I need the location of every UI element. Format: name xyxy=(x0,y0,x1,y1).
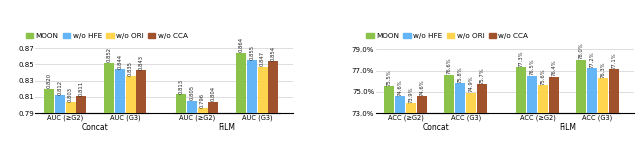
Bar xyxy=(268,61,278,113)
Text: Concat: Concat xyxy=(82,123,109,132)
Bar xyxy=(104,63,114,113)
Text: 76.6%: 76.6% xyxy=(447,58,452,74)
Bar xyxy=(55,95,65,113)
Text: 77.3%: 77.3% xyxy=(519,50,524,67)
Text: 0.864: 0.864 xyxy=(239,37,243,52)
Text: 75.6%: 75.6% xyxy=(541,68,545,85)
Text: 0.835: 0.835 xyxy=(128,61,133,76)
Text: 0.811: 0.811 xyxy=(79,80,84,96)
Bar xyxy=(236,53,246,113)
Text: 76.3%: 76.3% xyxy=(600,61,605,78)
Bar xyxy=(198,108,207,113)
Text: 0.854: 0.854 xyxy=(271,46,276,61)
Text: 77.1%: 77.1% xyxy=(611,52,616,69)
Bar xyxy=(396,96,405,113)
Text: FiLM: FiLM xyxy=(559,123,576,132)
Bar xyxy=(406,103,416,113)
Text: 75.8%: 75.8% xyxy=(458,66,463,83)
Text: 77.2%: 77.2% xyxy=(589,51,595,68)
Text: 0.844: 0.844 xyxy=(117,54,122,69)
Legend: MOON, w/o HFE, w/o ORI, w/o CCA: MOON, w/o HFE, w/o ORI, w/o CCA xyxy=(366,33,529,39)
Text: 74.6%: 74.6% xyxy=(398,79,403,96)
Text: 76.4%: 76.4% xyxy=(551,60,556,76)
Bar xyxy=(44,89,54,113)
Text: 74.6%: 74.6% xyxy=(419,79,424,96)
Text: 76.5%: 76.5% xyxy=(530,59,535,75)
Text: 78.0%: 78.0% xyxy=(579,43,584,60)
Text: 0.796: 0.796 xyxy=(200,93,205,108)
Text: 0.804: 0.804 xyxy=(211,86,216,101)
Bar xyxy=(209,102,218,113)
Text: 75.5%: 75.5% xyxy=(387,69,392,86)
Legend: MOON, w/o HFE, w/o ORI, w/o CCA: MOON, w/o HFE, w/o ORI, w/o CCA xyxy=(26,33,188,39)
Text: 0.805: 0.805 xyxy=(189,85,195,100)
Bar xyxy=(247,60,257,113)
Text: 0.813: 0.813 xyxy=(179,79,184,94)
Bar xyxy=(477,84,487,113)
Bar xyxy=(609,69,619,113)
Bar xyxy=(187,101,196,113)
Bar xyxy=(455,83,465,113)
Bar xyxy=(385,87,394,113)
Text: 0.855: 0.855 xyxy=(249,45,254,60)
Bar xyxy=(516,67,526,113)
Text: Concat: Concat xyxy=(422,123,449,132)
Bar xyxy=(115,69,125,113)
Bar xyxy=(176,94,186,113)
Text: 0.812: 0.812 xyxy=(58,80,62,95)
Bar xyxy=(549,77,559,113)
Bar xyxy=(76,96,86,113)
Bar xyxy=(136,70,147,113)
Bar xyxy=(66,103,76,113)
Text: 0.803: 0.803 xyxy=(68,87,73,102)
Bar xyxy=(125,76,136,113)
Bar xyxy=(417,96,427,113)
Text: 0.852: 0.852 xyxy=(106,47,111,62)
Text: 75.7%: 75.7% xyxy=(479,67,484,84)
Bar xyxy=(527,76,537,113)
Text: 0.820: 0.820 xyxy=(47,73,51,88)
Bar xyxy=(577,60,586,113)
Bar xyxy=(466,93,476,113)
Bar xyxy=(257,67,268,113)
Bar xyxy=(598,78,608,113)
Bar xyxy=(538,85,548,113)
Text: 0.843: 0.843 xyxy=(139,55,144,70)
Bar xyxy=(445,75,454,113)
Bar xyxy=(588,68,597,113)
Text: FiLM: FiLM xyxy=(219,123,236,132)
Text: 73.9%: 73.9% xyxy=(408,87,413,103)
Text: 74.9%: 74.9% xyxy=(468,76,474,92)
Text: 0.847: 0.847 xyxy=(260,51,265,66)
